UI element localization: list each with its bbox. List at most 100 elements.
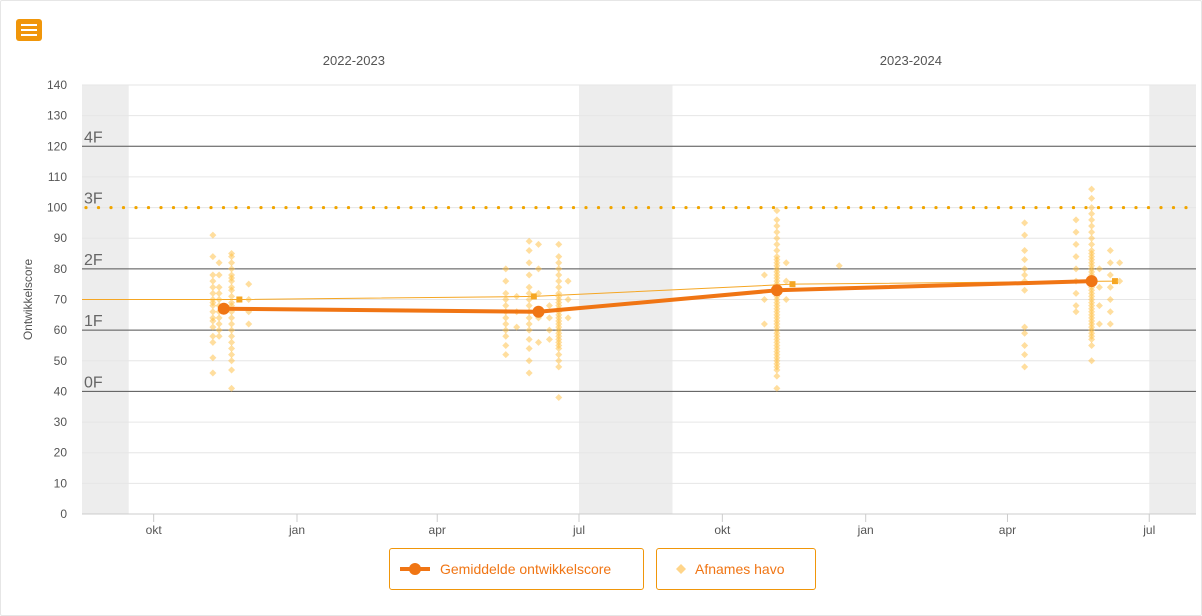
reference-dot [1034,205,1038,210]
scatter-point [760,320,768,328]
reference-dot [584,205,588,210]
x-tick-label: okt [714,523,731,537]
reference-dot [971,205,976,210]
scatter-point [245,296,253,303]
scatter-point [760,271,768,279]
scatter-point [555,363,563,371]
reference-dot [284,205,288,210]
reference-dot [1071,205,1076,210]
scatter-point [209,332,217,340]
scatter-point [1095,302,1103,310]
scatter-point [1072,308,1080,316]
reference-dot [634,205,638,210]
reference-dot [596,205,601,210]
y-tick-label: 120 [47,139,67,153]
reference-dot [509,205,513,210]
trend-point [789,281,796,288]
reference-dot [159,205,163,210]
scatter-point [215,289,223,297]
scatter-point [525,246,533,254]
scatter-point [773,246,781,254]
reference-dot [259,205,263,210]
scatter-point [545,314,553,322]
scatter-point [245,320,253,328]
scatter-point [782,277,790,285]
reference-dot [409,205,413,210]
y-tick-label: 90 [54,231,68,245]
reference-dot [1109,205,1113,210]
level-label: 0F [84,374,103,391]
scatter-point [525,289,533,297]
legend-item-afnames[interactable]: Afnames havo [656,548,816,590]
scatter-point [1021,271,1029,279]
reference-dot [496,205,501,210]
scatter-point [1088,185,1096,193]
reference-dot [221,205,226,210]
y-tick-label: 80 [54,262,68,276]
scatter-point [502,320,510,328]
scatter-point [835,262,843,270]
reference-dot [271,205,276,210]
reference-dot [809,205,813,210]
scatter-point [502,326,510,334]
scatter-point [228,351,236,359]
scatter-point [228,345,236,353]
trend-point [236,296,243,303]
scatter-point [215,320,223,328]
chart-menu-button[interactable] [16,19,42,41]
scatter-point [1106,271,1114,279]
reference-dot [471,205,476,210]
scatter-point [228,265,236,273]
reference-dot [734,205,738,210]
reference-dot [934,205,938,210]
scatter-point [1095,283,1103,291]
y-tick-label: 100 [47,201,67,215]
reference-dot [709,205,713,210]
scatter-point [209,302,217,310]
scatter-point [209,323,217,331]
reference-dot [421,205,426,210]
scatter-point [525,259,533,267]
reference-dot [134,205,138,210]
reference-dot [946,205,951,210]
scatter-point [502,265,510,273]
scatter-point [228,286,236,294]
reference-dot [309,205,313,210]
reference-dot [346,205,351,210]
level-label: 3F [84,191,103,208]
scatter-point [209,308,217,316]
reference-dot [1009,205,1013,210]
scatter-point [555,357,563,365]
reference-dot [1121,205,1126,210]
scatter-point [228,384,236,392]
reference-dot [184,205,188,210]
trend-point [530,293,537,300]
scatter-point [513,292,521,300]
scatter-point [555,345,563,353]
x-tick-label: apr [999,523,1016,537]
reference-dot [834,205,838,210]
scatter-point [1088,204,1096,212]
scatter-point [773,216,781,224]
scatter-point [525,369,533,377]
scatter-point [228,332,236,340]
line-marker-icon [400,563,430,575]
reference-dot [171,205,176,210]
scatter-point [228,357,236,365]
reference-dot [1184,205,1188,210]
reference-dot [571,205,576,210]
scatter-point [1088,210,1096,218]
reference-dot [359,205,363,210]
legend-item-average[interactable]: Gemiddelde ontwikkelscore [389,548,644,590]
scatter-point [209,317,217,325]
y-tick-label: 140 [47,78,67,92]
scatter-point [773,228,781,236]
average-point [532,305,545,318]
average-line [223,279,1092,314]
scatter-point [1088,228,1096,236]
level-label: 4F [84,129,103,146]
legend-label-afnames: Afnames havo [695,561,785,577]
reference-dot [534,205,538,210]
scatter-point [525,302,533,310]
scatter-point [215,259,223,267]
